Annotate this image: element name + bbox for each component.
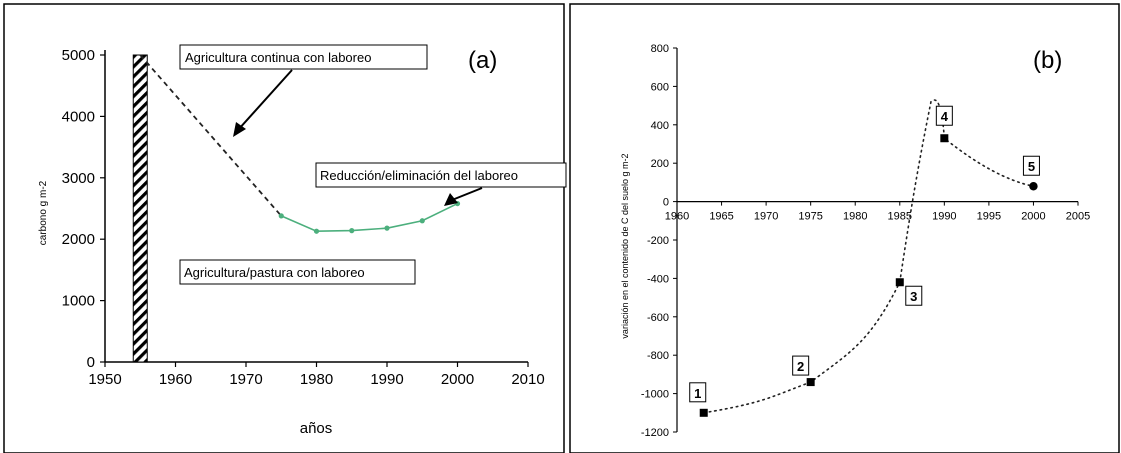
data-point: [1029, 182, 1038, 191]
panel-b-marks: 1 2 3 4 5: [689, 99, 1040, 417]
x-tick-label: 2010: [511, 371, 544, 388]
panel-a-xlabel: años: [300, 420, 333, 437]
y-tick-label: 0: [663, 197, 669, 209]
x-tick-label: 1985: [888, 211, 912, 223]
point-label-box: [935, 105, 953, 126]
x-tick-label: 1980: [300, 371, 333, 388]
y-tick-label: 800: [651, 43, 669, 55]
arrow-head: [444, 193, 458, 206]
y-tick-label: 5000: [62, 47, 95, 64]
panel-b-axes: [673, 47, 1079, 433]
y-tick-label: -800: [647, 350, 669, 362]
annotation-continua: Agricultura continua con laboreo: [179, 44, 428, 137]
x-tick-label: 2000: [1021, 211, 1045, 223]
x-tick-label: 1980: [843, 211, 867, 223]
x-tick-label: 1960: [159, 371, 192, 388]
y-tick-label: 2000: [62, 231, 95, 248]
panel-b-frame: [569, 3, 1120, 453]
y-tick-label: -1200: [641, 427, 669, 439]
y-tick-label: 3000: [62, 170, 95, 187]
y-tick-label: -1000: [641, 389, 669, 401]
data-point: [278, 213, 284, 219]
panel-a-axes: [100, 50, 529, 367]
annotation-text: Agricultura continua con laboreo: [185, 50, 371, 65]
y-tick-label: 600: [651, 81, 669, 93]
annotation-box: [179, 44, 428, 70]
x-tick-label: 1975: [798, 211, 822, 223]
data-point: [895, 278, 904, 287]
panel-b-tick-labels: 8006004002000-200-400-600-800-1000-12001…: [641, 43, 1090, 439]
data-point: [940, 134, 949, 143]
annotation-box: [179, 259, 416, 285]
x-tick-label: 1990: [932, 211, 956, 223]
y-tick-label: 4000: [62, 108, 95, 125]
panel-b-ylabel: variación en el contenido de C del suelo…: [620, 153, 630, 338]
panel-a-label: (a): [468, 47, 497, 74]
y-tick-label: 400: [651, 120, 669, 132]
annotation-text: Reducción/eliminación del laboreo: [320, 168, 518, 183]
data-point: [349, 228, 355, 234]
annotation-box: [315, 162, 567, 188]
trend-line: [702, 99, 1035, 414]
y-tick-label: -600: [647, 312, 669, 324]
arrow-head: [233, 122, 246, 137]
series-line-dashed: [139, 54, 282, 217]
panel-b-label: (b): [1033, 47, 1062, 74]
annotation-reduccion: Reducción/eliminación del laboreo: [315, 162, 567, 206]
point-label: 3: [910, 289, 917, 304]
data-point: [384, 225, 390, 231]
x-tick-label: 2000: [441, 371, 474, 388]
x-tick-label: 1965: [709, 211, 733, 223]
point-label-box: [1022, 155, 1040, 176]
x-tick-label: 1995: [977, 211, 1001, 223]
series-line-solid: [280, 202, 458, 233]
point-label: 5: [1028, 159, 1035, 174]
x-tick-label: 1950: [88, 371, 121, 388]
panel-a-marks: [132, 54, 461, 363]
point-label: 2: [797, 359, 804, 374]
y-tick-label: 0: [87, 354, 95, 371]
x-tick-label: 1970: [754, 211, 778, 223]
panel-a-frame: [3, 3, 565, 453]
data-point: [419, 218, 425, 224]
panel-a-ylabel: carbono g m-2: [38, 180, 49, 245]
x-tick-label: 2005: [1066, 211, 1090, 223]
point-label: 1: [694, 386, 701, 401]
annotation-text: Agricultura/pastura con laboreo: [184, 265, 365, 280]
point-label: 4: [941, 109, 949, 124]
x-tick-label: 1990: [370, 371, 403, 388]
panel-b-chart: (b) 8006004002000-200-400-600-800-1000-1…: [620, 43, 1090, 439]
y-tick-label: 1000: [62, 293, 95, 310]
annotation-arrow: [237, 69, 293, 131]
point-label-box: [905, 285, 923, 306]
panel-a-tick-labels: 0 1000 2000 3000 4000 5000 1950 1960 1970 1980 199…: [62, 47, 545, 388]
y-tick-label: 200: [651, 158, 669, 170]
data-point: [806, 378, 815, 387]
point-label-box: [689, 382, 707, 403]
data-point: [313, 228, 320, 234]
y-tick-label: -200: [647, 235, 669, 247]
x-tick-label: 1960: [665, 211, 689, 223]
annotation-pastura: Agricultura/pastura con laboreo: [179, 259, 416, 285]
hatched-bar: [132, 54, 148, 363]
x-tick-label: 1970: [229, 371, 262, 388]
data-point: [699, 408, 708, 417]
panel-a-chart: (a) 0 1000 2000 3000 4000 5000 1950 1960 1970 198…: [38, 44, 567, 437]
annotation-arrow: [451, 187, 483, 201]
y-tick-label: -400: [647, 273, 669, 285]
point-label-box: [792, 355, 810, 376]
